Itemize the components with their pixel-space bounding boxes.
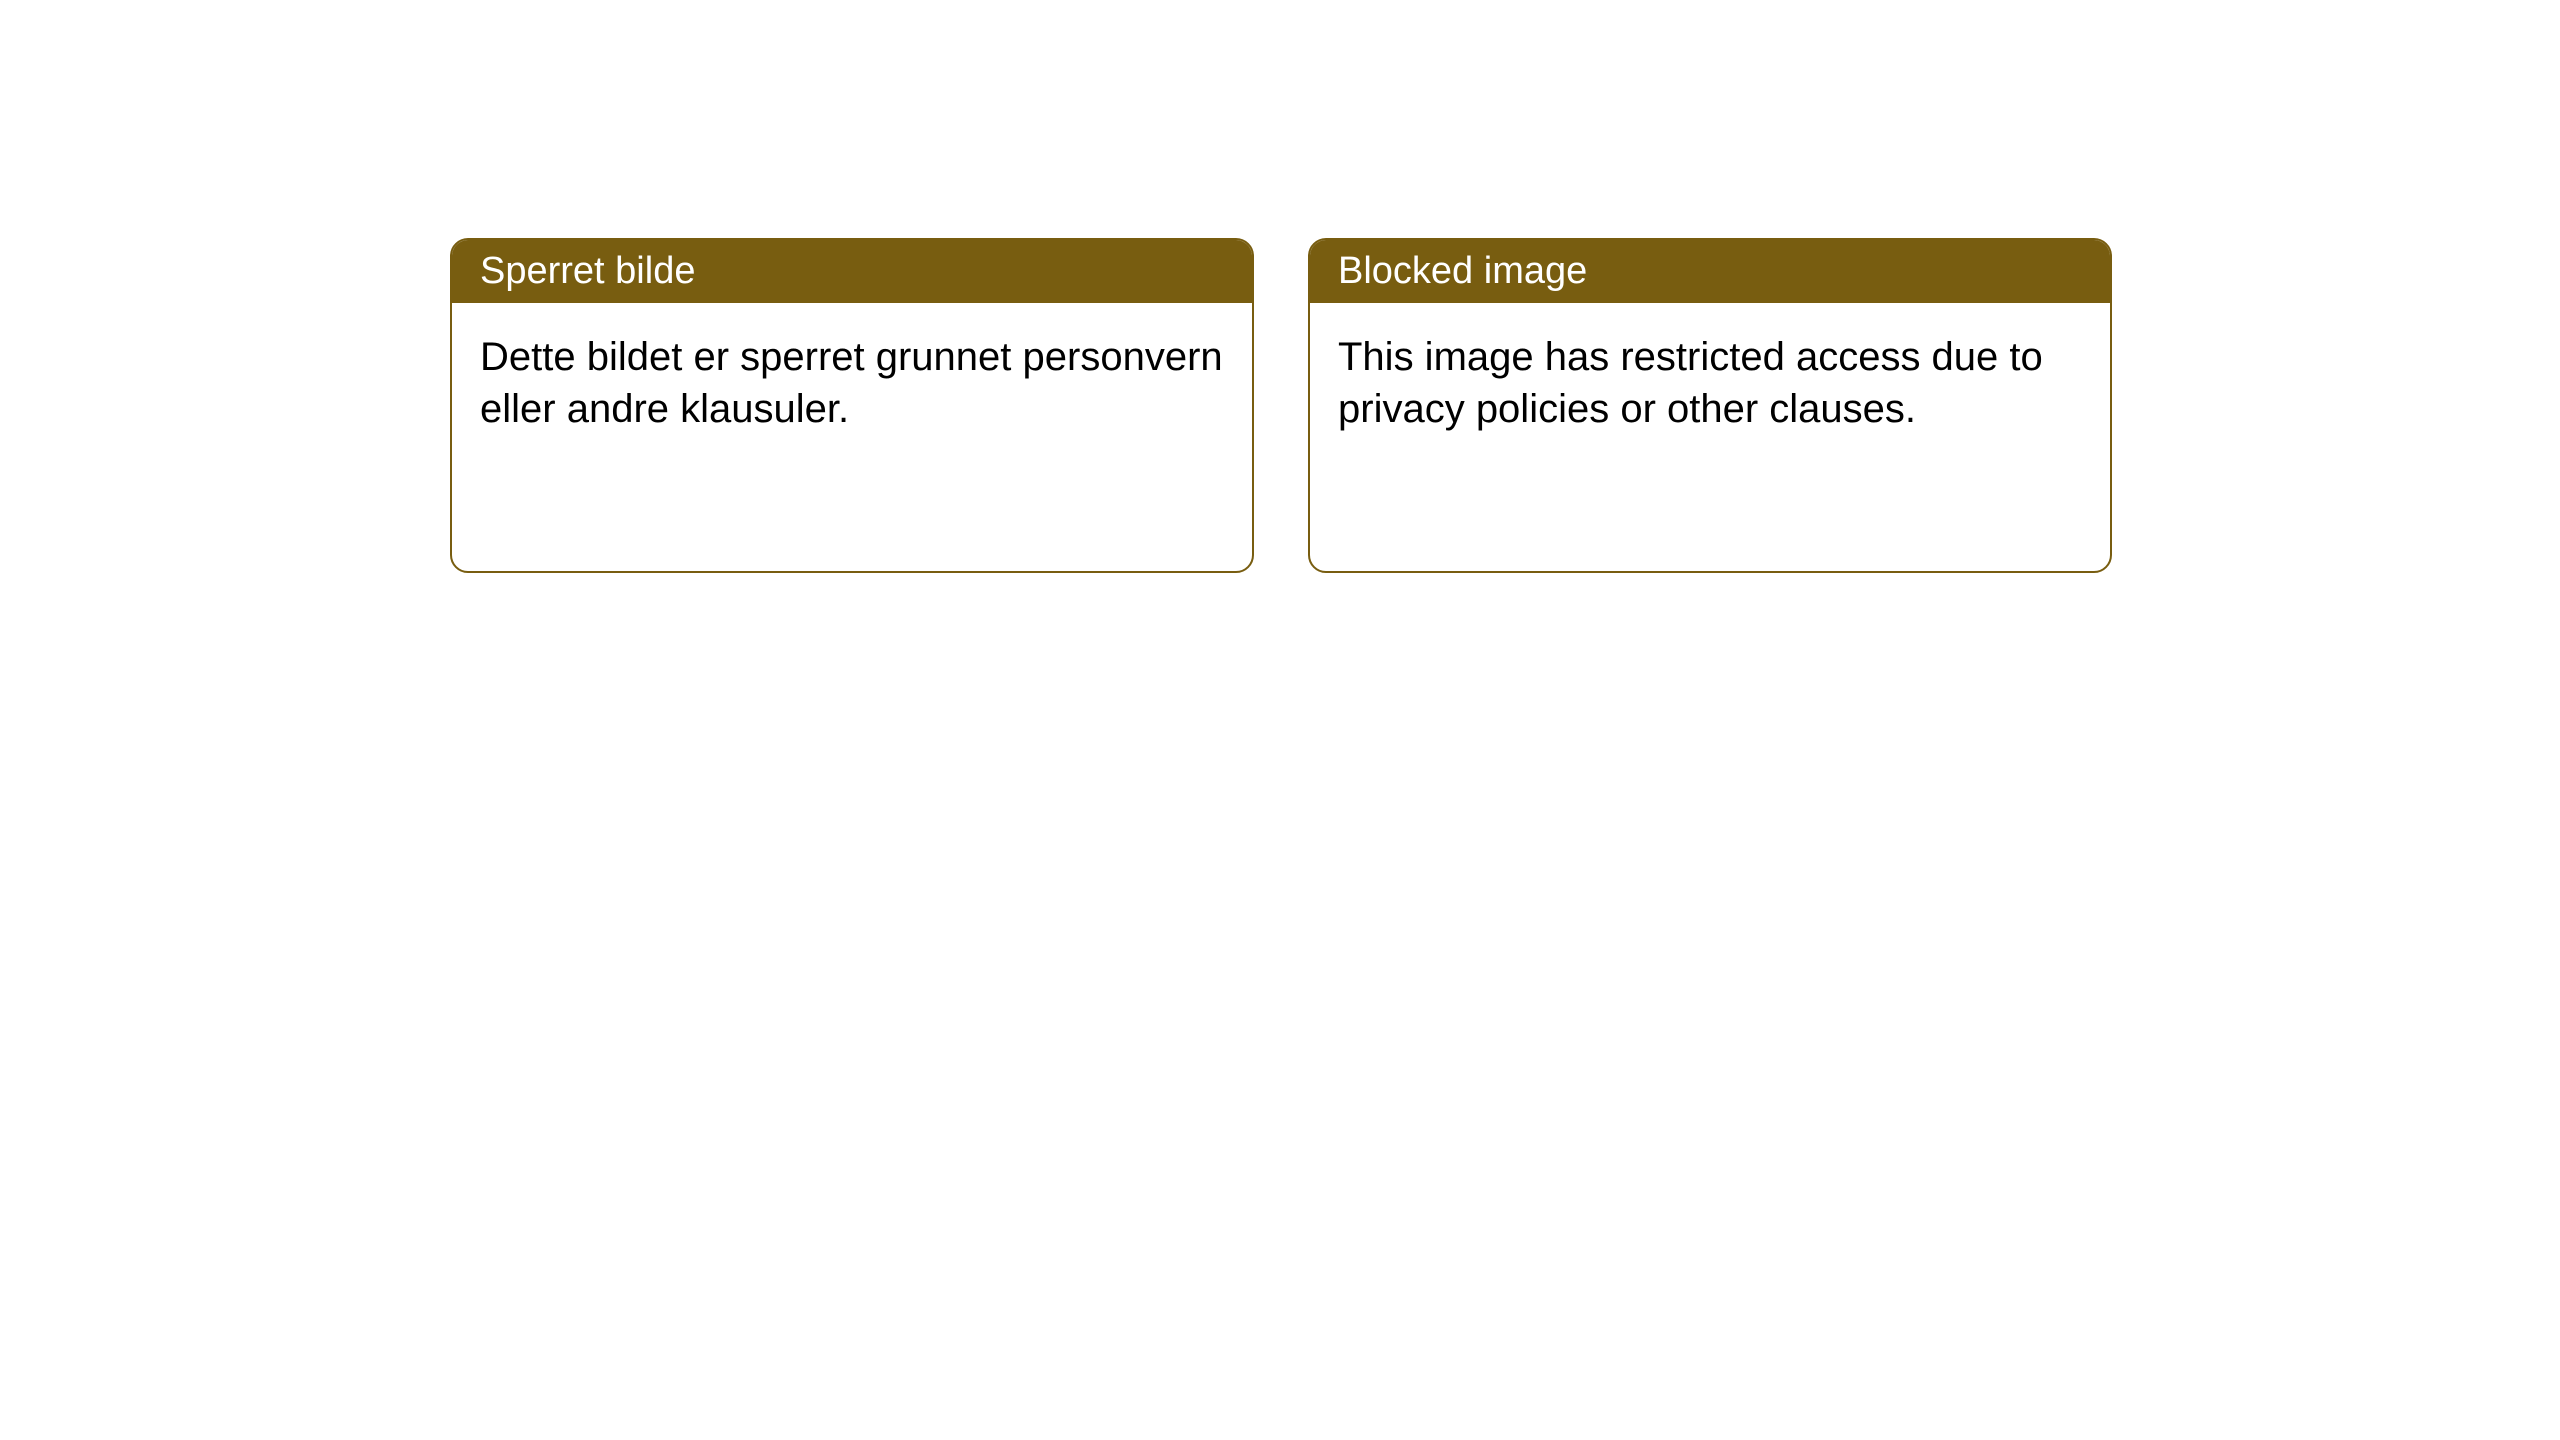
notice-title: Sperret bilde: [480, 250, 695, 292]
notice-message: Dette bildet er sperret grunnet personve…: [480, 335, 1223, 431]
notice-card-english: Blocked image This image has restricted …: [1308, 238, 2112, 573]
notice-message: This image has restricted access due to …: [1338, 335, 2043, 431]
notice-header: Blocked image: [1310, 240, 2110, 303]
notice-body: Dette bildet er sperret grunnet personve…: [452, 303, 1252, 463]
notice-card-norwegian: Sperret bilde Dette bildet er sperret gr…: [450, 238, 1254, 573]
notice-body: This image has restricted access due to …: [1310, 303, 2110, 463]
notice-title: Blocked image: [1338, 250, 1587, 292]
notice-header: Sperret bilde: [452, 240, 1252, 303]
notice-container: Sperret bilde Dette bildet er sperret gr…: [0, 0, 2560, 573]
